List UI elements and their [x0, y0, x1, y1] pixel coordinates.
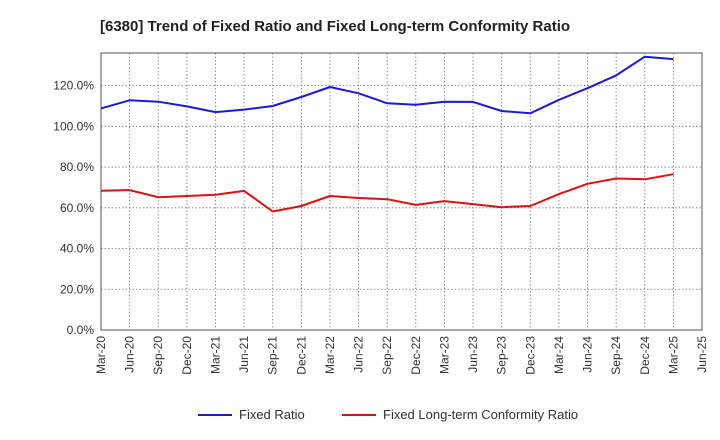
chart-title: [6380] Trend of Fixed Ratio and Fixed Lo… — [100, 18, 570, 35]
x-tick-label: Mar-20 — [94, 336, 108, 374]
legend: Fixed Ratio Fixed Long-term Conformity R… — [198, 407, 578, 422]
legend-label-fixed-ratio: Fixed Ratio — [239, 407, 305, 422]
x-tick-label: Jun-21 — [237, 336, 251, 373]
x-tick-label: Jun-22 — [352, 336, 366, 373]
x-tick-label: Dec-24 — [638, 336, 652, 375]
x-tick-label: Sep-24 — [609, 336, 623, 375]
series-line-fixed-ratio — [100, 55, 674, 115]
series-lines — [100, 55, 674, 213]
x-tick-label: Jun-24 — [581, 336, 595, 373]
x-tick-label: Mar-22 — [323, 336, 337, 374]
x-tick-label: Mar-25 — [666, 336, 680, 374]
x-tick-label: Sep-23 — [495, 336, 509, 375]
y-tick-label: 60.0% — [60, 201, 94, 215]
x-tick-label: Dec-20 — [180, 336, 194, 375]
legend-label-fixed-long-term-conformity-ratio: Fixed Long-term Conformity Ratio — [383, 407, 578, 422]
y-tick-label: 20.0% — [60, 282, 94, 296]
x-tick-label: Dec-21 — [294, 336, 308, 375]
y-tick-label: 0.0% — [67, 323, 95, 337]
y-axis-ticks: 0.0% 20.0% 40.0% 60.0% 80.0% 100.0% 120.0% — [53, 79, 94, 337]
x-tick-label: Jun-25 — [695, 336, 709, 373]
grid — [100, 53, 703, 331]
x-tick-label: Sep-20 — [151, 336, 165, 375]
x-tick-label: Dec-22 — [409, 336, 423, 375]
series-line-fixed-long-term-conformity-ratio — [100, 173, 674, 213]
x-tick-label: Sep-21 — [266, 336, 280, 375]
x-tick-label: Jun-23 — [466, 336, 480, 373]
y-tick-label: 80.0% — [60, 160, 94, 174]
x-tick-label: Mar-21 — [208, 336, 222, 374]
x-tick-label: Sep-22 — [380, 336, 394, 375]
x-tick-label: Dec-23 — [523, 336, 537, 375]
x-axis-ticks: Mar-20 Jun-20 Sep-20 Dec-20 Mar-21 Jun-21 Sep-… — [94, 336, 709, 375]
y-tick-label: 40.0% — [60, 242, 94, 256]
x-tick-label: Jun-20 — [123, 336, 137, 373]
x-tick-label: Mar-24 — [552, 336, 566, 374]
plot-frame — [100, 52, 703, 331]
y-tick-label: 100.0% — [53, 119, 94, 133]
x-tick-label: Mar-23 — [437, 336, 451, 374]
y-tick-label: 120.0% — [53, 79, 94, 93]
